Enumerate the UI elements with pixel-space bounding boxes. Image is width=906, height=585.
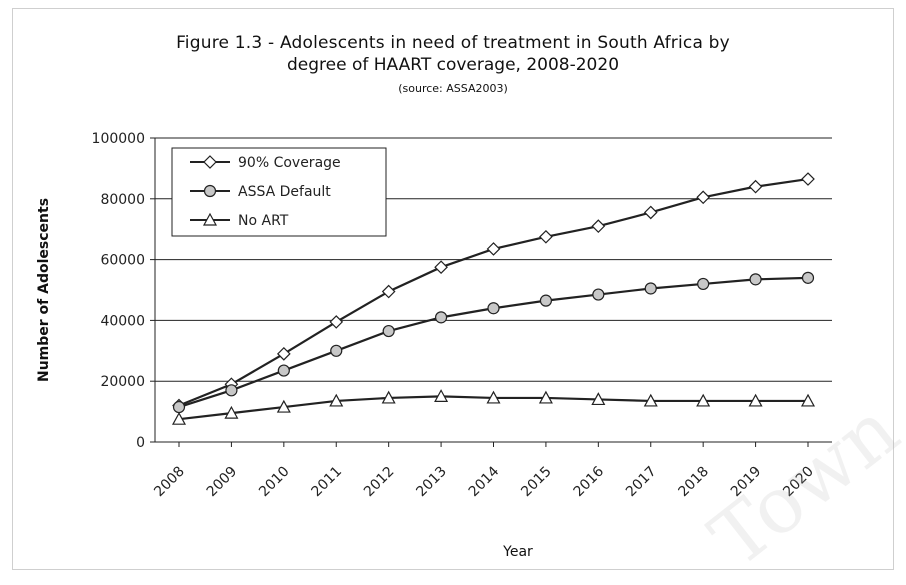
data-point-0 bbox=[434, 260, 448, 275]
data-point-1 bbox=[487, 302, 500, 315]
legend-label: 90% Coverage bbox=[238, 155, 341, 171]
y-tick-label: 60000 bbox=[100, 253, 145, 269]
x-tick-label: 2013 bbox=[413, 464, 450, 501]
x-tick-label: 2012 bbox=[361, 464, 398, 501]
data-point-1 bbox=[644, 282, 657, 295]
data-point-0 bbox=[696, 190, 711, 205]
data-point-0 bbox=[643, 205, 658, 220]
data-point-0 bbox=[381, 284, 396, 299]
y-tick-label: 80000 bbox=[100, 192, 145, 208]
y-axis-label: Number of Adolescents bbox=[36, 198, 52, 382]
data-point-2 bbox=[538, 390, 553, 404]
legend-marker bbox=[203, 155, 217, 169]
data-point-2 bbox=[643, 393, 658, 407]
series-line-1 bbox=[178, 276, 809, 409]
chart-frame bbox=[12, 8, 894, 570]
data-point-2 bbox=[224, 405, 239, 419]
y-tick-label: 100000 bbox=[92, 131, 145, 147]
data-point-2 bbox=[696, 393, 711, 407]
data-point-0 bbox=[486, 242, 501, 256]
legend-marker bbox=[203, 184, 217, 198]
x-axis-label: Year bbox=[502, 544, 533, 560]
legend-label: ASSA Default bbox=[238, 184, 331, 200]
data-point-2 bbox=[486, 390, 501, 404]
data-point-2 bbox=[591, 392, 606, 406]
data-point-2 bbox=[276, 399, 291, 413]
data-point-0 bbox=[801, 172, 815, 186]
data-point-0 bbox=[539, 229, 553, 244]
data-point-1 bbox=[592, 288, 605, 301]
chart-title: Figure 1.3 - Adolescents in need of trea… bbox=[176, 33, 730, 53]
data-point-2 bbox=[171, 411, 187, 425]
y-tick-label: 20000 bbox=[100, 374, 145, 390]
x-tick-label: 2008 bbox=[151, 464, 188, 501]
legend-marker bbox=[202, 212, 218, 226]
data-point-1 bbox=[697, 277, 710, 291]
data-point-1 bbox=[801, 271, 815, 284]
data-point-0 bbox=[329, 315, 344, 329]
x-tick-label: 2014 bbox=[466, 463, 503, 500]
x-tick-label: 2017 bbox=[623, 464, 660, 501]
x-tick-label: 2018 bbox=[675, 464, 712, 501]
data-point-0 bbox=[591, 219, 606, 234]
data-point-2 bbox=[381, 390, 396, 404]
x-tick-label: 2010 bbox=[256, 464, 293, 501]
legend-label: No ART bbox=[238, 213, 289, 229]
data-point-0 bbox=[748, 179, 763, 194]
x-tick-label: 2009 bbox=[204, 464, 241, 501]
y-tick-label: 0 bbox=[136, 435, 145, 451]
data-point-1 bbox=[382, 324, 395, 338]
data-point-0 bbox=[276, 346, 291, 361]
data-point-2 bbox=[329, 393, 344, 407]
x-tick-label: 2016 bbox=[571, 463, 608, 500]
y-tick-label: 40000 bbox=[100, 313, 145, 329]
data-point-1 bbox=[539, 294, 553, 307]
data-point-2 bbox=[434, 389, 449, 402]
x-tick-label: 2015 bbox=[518, 464, 555, 501]
chart-title-line2: degree of HAART coverage, 2008-2020 bbox=[286, 55, 620, 75]
data-point-2 bbox=[748, 393, 763, 407]
chart-subtitle: (source: ASSA2003) bbox=[398, 82, 508, 95]
data-point-1 bbox=[749, 273, 762, 286]
data-point-1 bbox=[172, 400, 186, 414]
data-point-1 bbox=[434, 311, 448, 324]
data-point-1 bbox=[225, 384, 238, 397]
data-point-1 bbox=[330, 344, 343, 357]
x-tick-label: 2011 bbox=[309, 464, 346, 501]
data-point-2 bbox=[800, 393, 816, 407]
x-tick-label: 2019 bbox=[728, 464, 765, 501]
x-tick-label: 2020 bbox=[780, 464, 817, 501]
data-point-1 bbox=[277, 364, 290, 377]
